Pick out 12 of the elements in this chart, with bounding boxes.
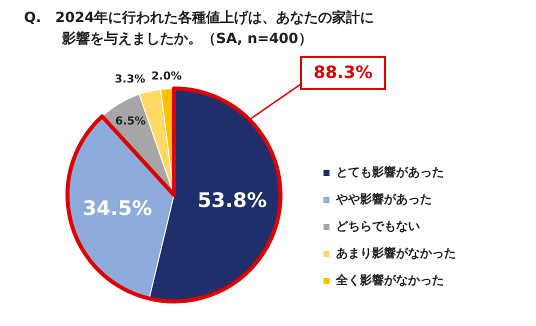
chart-title: Q. 2024年に行われた各種値上げは、あなたの家計に影響を与えましたか。（SA, n=400） <box>24 8 376 49</box>
data-label: 34.5% <box>82 196 152 220</box>
legend-label: どちらでもない <box>336 219 420 234</box>
data-label: 6.5% <box>115 114 146 128</box>
data-label: 2.0% <box>151 70 182 83</box>
legend-label: とても影響があった <box>336 165 444 180</box>
legend-label: あまり影響がなかった <box>336 246 456 260</box>
legend-label: やや影響があった <box>335 192 432 206</box>
data-label: 53.8% <box>197 188 267 212</box>
legend-label: 全く影響がなかった <box>335 273 444 288</box>
data-label: 3.3% <box>114 72 146 86</box>
text: 88.3% <box>300 56 386 90</box>
